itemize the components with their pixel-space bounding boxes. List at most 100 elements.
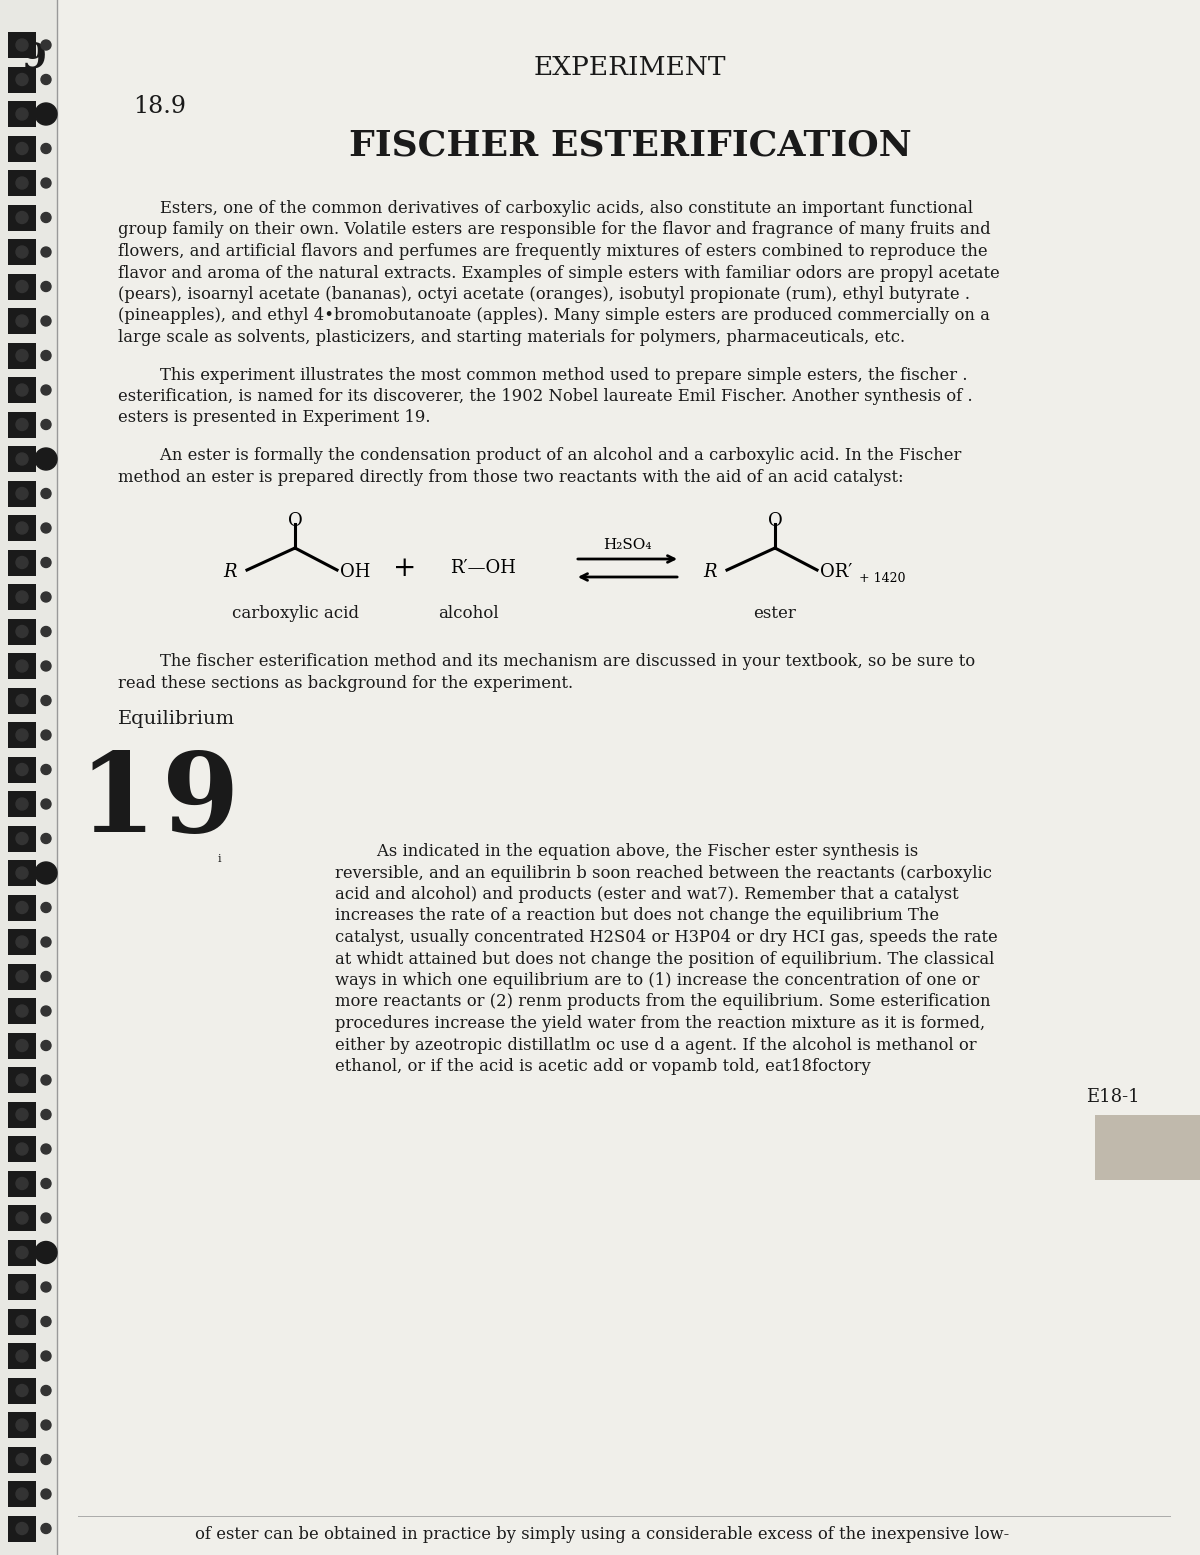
Circle shape (16, 659, 28, 672)
Circle shape (41, 143, 50, 154)
Circle shape (41, 1454, 50, 1465)
Circle shape (41, 558, 50, 568)
Circle shape (16, 488, 28, 499)
Circle shape (16, 143, 28, 154)
Bar (8, 585, 36, 610)
Circle shape (16, 316, 28, 327)
Circle shape (41, 1317, 50, 1326)
Text: large scale as solvents, plasticizers, and starting materials for polymers, phar: large scale as solvents, plasticizers, a… (118, 330, 905, 347)
Circle shape (35, 1241, 58, 1264)
Bar (8, 1308, 36, 1334)
Text: read these sections as background for the experiment.: read these sections as background for th… (118, 675, 574, 692)
Text: ways in which one equilibrium are to (1) increase the concentration of one or: ways in which one equilibrium are to (1)… (335, 972, 979, 989)
Bar (8, 860, 36, 886)
Bar (8, 722, 36, 748)
Bar (1096, 1115, 1200, 1180)
Circle shape (41, 1006, 50, 1015)
Circle shape (16, 1384, 28, 1396)
Circle shape (41, 1144, 50, 1154)
Circle shape (41, 1524, 50, 1533)
Bar (8, 756, 36, 782)
Circle shape (41, 488, 50, 499)
Circle shape (41, 729, 50, 740)
Circle shape (41, 40, 50, 50)
Bar (8, 826, 36, 852)
Circle shape (16, 764, 28, 776)
Bar (8, 67, 36, 92)
Text: flavor and aroma of the natural extracts. Examples of simple esters with familia: flavor and aroma of the natural extracts… (118, 264, 1000, 281)
Text: Equilibrium: Equilibrium (118, 711, 235, 728)
Bar (8, 894, 36, 921)
Circle shape (41, 75, 50, 84)
Text: 9: 9 (22, 40, 47, 75)
Circle shape (41, 695, 50, 706)
Circle shape (41, 522, 50, 533)
Bar (8, 549, 36, 575)
Bar (8, 101, 36, 128)
Circle shape (41, 1386, 50, 1395)
Circle shape (41, 420, 50, 429)
Circle shape (41, 1213, 50, 1222)
Circle shape (41, 1179, 50, 1188)
Bar (8, 308, 36, 334)
Circle shape (41, 868, 50, 879)
Circle shape (41, 1040, 50, 1051)
Bar (8, 515, 36, 541)
Circle shape (41, 938, 50, 947)
Bar (8, 1344, 36, 1368)
Circle shape (16, 73, 28, 86)
Circle shape (16, 1143, 28, 1155)
Circle shape (16, 418, 28, 431)
Text: group family on their own. Volatile esters are responsible for the flavor and fr: group family on their own. Volatile este… (118, 221, 991, 238)
Text: catalyst, usually concentrated H2S04 or H3P04 or dry HCI gas, speeds the rate: catalyst, usually concentrated H2S04 or … (335, 928, 997, 945)
Circle shape (16, 522, 28, 533)
Circle shape (41, 1351, 50, 1361)
Circle shape (41, 1490, 50, 1499)
Circle shape (16, 350, 28, 361)
Bar (8, 1171, 36, 1196)
Text: FISCHER ESTERIFICATION: FISCHER ESTERIFICATION (349, 128, 911, 162)
Circle shape (41, 454, 50, 463)
Bar (8, 446, 36, 473)
Circle shape (41, 386, 50, 395)
Circle shape (41, 350, 50, 361)
Bar (8, 1101, 36, 1127)
Bar (8, 964, 36, 989)
Circle shape (16, 1420, 28, 1431)
Circle shape (35, 103, 58, 124)
Circle shape (16, 1316, 28, 1328)
Text: +: + (394, 555, 416, 582)
Text: more reactants or (2) renm products from the equilibrium. Some esterification: more reactants or (2) renm products from… (335, 994, 990, 1011)
Text: procedures increase the yield water from the reaction mixture as it is formed,: procedures increase the yield water from… (335, 1015, 985, 1033)
Bar (8, 33, 36, 58)
Circle shape (16, 107, 28, 120)
Circle shape (41, 1420, 50, 1431)
Circle shape (41, 799, 50, 809)
Circle shape (41, 1247, 50, 1258)
Circle shape (41, 316, 50, 327)
Circle shape (16, 936, 28, 949)
Text: increases the rate of a reaction but does not change the equilibrium The: increases the rate of a reaction but doe… (335, 908, 940, 925)
Circle shape (16, 625, 28, 638)
Bar (8, 412, 36, 437)
Bar (8, 1205, 36, 1232)
Bar (8, 1274, 36, 1300)
Circle shape (16, 798, 28, 810)
Circle shape (16, 211, 28, 224)
Text: 18.9: 18.9 (133, 95, 186, 118)
Circle shape (41, 972, 50, 981)
Text: E18-1: E18-1 (1086, 1087, 1140, 1106)
Bar (8, 239, 36, 264)
Circle shape (41, 109, 50, 120)
Text: This experiment illustrates the most common method used to prepare simple esters: This experiment illustrates the most com… (118, 367, 967, 384)
Text: flowers, and artificial flavors and perfumes are frequently mixtures of esters c: flowers, and artificial flavors and perf… (118, 243, 988, 260)
Text: OR′: OR′ (820, 563, 852, 582)
Circle shape (41, 833, 50, 843)
Text: Esters, one of the common derivatives of carboxylic acids, also constitute an im: Esters, one of the common derivatives of… (118, 201, 973, 218)
Circle shape (35, 448, 58, 470)
Bar (8, 1516, 36, 1541)
Circle shape (41, 902, 50, 913)
Bar (8, 928, 36, 955)
Circle shape (41, 1075, 50, 1085)
Circle shape (16, 1109, 28, 1121)
